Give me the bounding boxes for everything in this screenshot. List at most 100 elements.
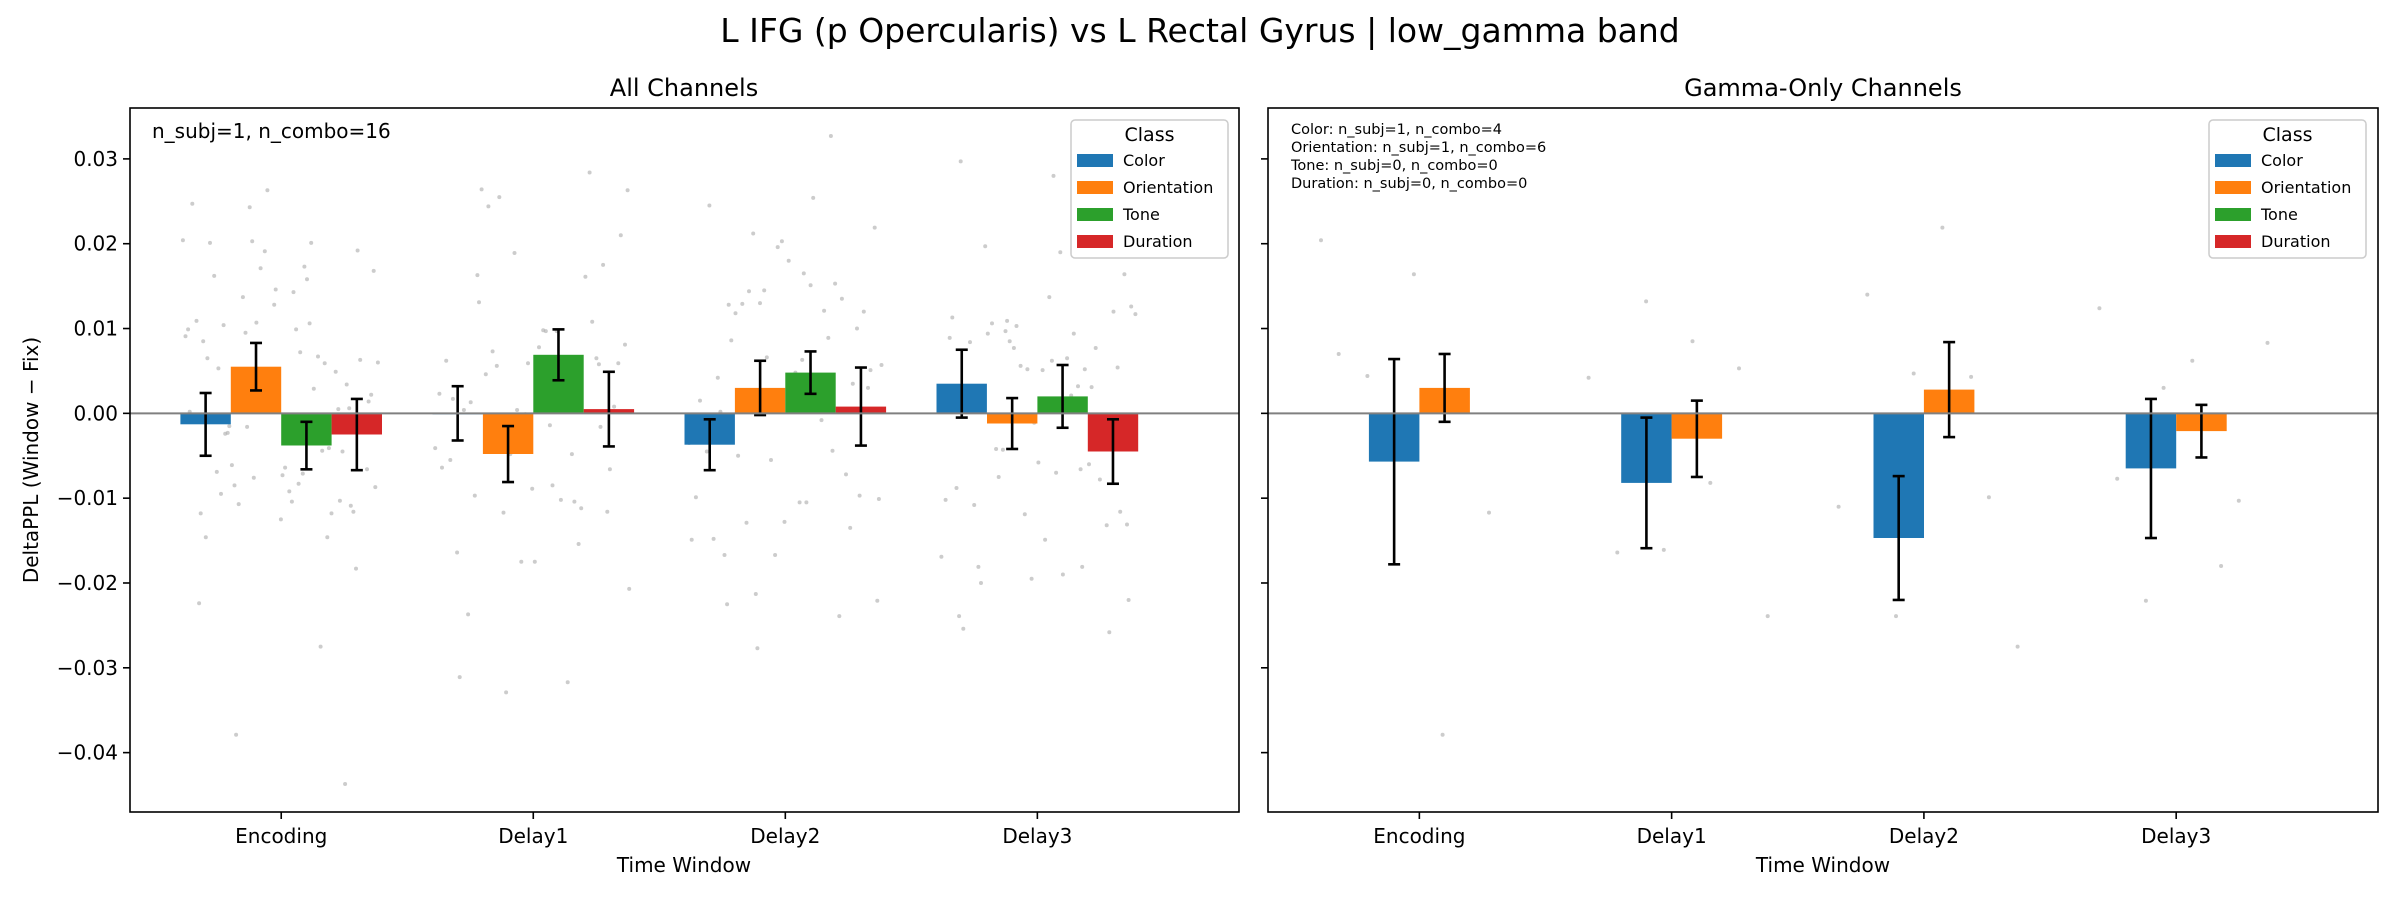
scatter-point — [822, 308, 827, 313]
scatter-point — [320, 448, 325, 453]
left-x-axis-label: Time Window — [616, 853, 751, 877]
scatter-point — [479, 187, 484, 192]
scatter-point — [839, 296, 844, 301]
scatter-point — [1319, 238, 1323, 243]
scatter-point — [180, 238, 185, 243]
scatter-point — [618, 233, 623, 238]
y-tick-label: 0.01 — [73, 317, 118, 341]
scatter-point — [976, 564, 981, 569]
scatter-point — [753, 592, 758, 596]
scatter-point — [227, 424, 232, 429]
legend: Class Color Orientation Tone Duration — [2208, 119, 2367, 259]
scatter-point — [300, 471, 305, 476]
legend-swatch-color — [1077, 154, 1113, 167]
legend-swatch-duration — [1077, 235, 1113, 248]
scatter-point — [457, 675, 462, 680]
scatter-point — [607, 467, 612, 472]
scatter-point — [475, 273, 480, 278]
scatter-point — [530, 486, 535, 491]
scatter-point — [1894, 614, 1898, 619]
scatter-point — [236, 502, 241, 507]
scatter-point — [725, 602, 730, 607]
scatter-point — [212, 273, 217, 278]
scatter-point — [1865, 292, 1870, 297]
scatter-point — [373, 485, 378, 490]
scatter-point — [1029, 576, 1034, 581]
scatter-point — [764, 355, 769, 360]
scatter-point — [497, 195, 502, 200]
scatter-point — [762, 288, 767, 293]
scatter-point — [598, 424, 603, 429]
scatter-point — [722, 553, 727, 557]
scatter-point — [1940, 225, 1945, 230]
scatter-point — [337, 498, 342, 503]
scatter-point — [1118, 509, 1123, 514]
annotation-line: Tone: n_subj=0, n_combo=0 — [1290, 158, 1498, 174]
scatter-point — [857, 493, 862, 498]
scatter-point — [875, 598, 880, 603]
scatter-point — [1022, 512, 1027, 517]
scatter-point — [1047, 295, 1052, 300]
annotation-line: Duration: n_subj=0, n_combo=0 — [1291, 176, 1527, 192]
scatter-point — [1003, 329, 1008, 334]
scatter-point — [333, 369, 338, 374]
scatter-point — [444, 358, 449, 363]
legend-label-duration: Duration — [1123, 232, 1193, 251]
scatter-point — [872, 225, 877, 230]
scatter-point — [979, 581, 983, 585]
scatter-point — [219, 491, 223, 496]
scatter-point — [245, 424, 250, 429]
error-bar-tone-delay2 — [804, 350, 817, 396]
error-bar-orientation-delay1 — [1690, 399, 1703, 479]
scatter-point — [1065, 356, 1070, 361]
scatter-point — [990, 321, 994, 326]
scatter-point — [943, 497, 948, 502]
scatter-point — [819, 418, 824, 423]
scatter-point — [828, 134, 833, 138]
error-bar-orientation-encoding — [1438, 352, 1451, 424]
scatter-point — [483, 372, 488, 377]
scatter-point — [2097, 306, 2102, 311]
scatter-point — [957, 614, 962, 619]
scatter-point — [751, 231, 756, 236]
right-x-axis-label: Time Window — [1755, 853, 1890, 877]
right-panel-title: Gamma-Only Channels — [1684, 74, 1962, 102]
scatter-point — [250, 239, 255, 244]
scatter-point — [879, 363, 884, 367]
scatter-point — [801, 271, 806, 276]
scatter-point — [868, 368, 873, 373]
scatter-point — [501, 510, 506, 515]
scatter-point — [736, 453, 741, 458]
scatter-point — [958, 159, 963, 164]
scatter-point — [833, 281, 838, 286]
scatter-point — [1043, 537, 1048, 542]
figure-title: L IFG (p Opercularis) vs L Rectal Gyrus … — [720, 11, 1680, 50]
scatter-point — [1911, 371, 1916, 376]
legend-label-tone: Tone — [1122, 205, 1160, 224]
scatter-point — [1014, 324, 1019, 328]
scatter-point — [225, 430, 230, 435]
scatter-point — [258, 266, 263, 271]
scatter-point — [203, 535, 208, 540]
scatter-point — [287, 489, 292, 494]
scatter-point — [197, 601, 202, 606]
right-panel-plot: Encoding Delay1 Delay2 Delay3 Color: n_subj=… — [1261, 107, 2379, 848]
scatter-point — [1036, 460, 1041, 465]
scatter-point — [294, 327, 299, 332]
annotation-line: Orientation: n_subj=1, n_combo=6 — [1291, 140, 1546, 156]
scatter-point — [1080, 564, 1085, 569]
scatter-point — [1025, 367, 1030, 372]
scatter-point — [2190, 358, 2195, 363]
scatter-point — [336, 407, 341, 412]
scatter-point — [366, 399, 371, 404]
scatter-point — [782, 519, 787, 524]
error-bar-tone-delay1 — [552, 328, 565, 382]
scatter-point — [186, 327, 191, 332]
legend-swatch-orientation — [1077, 181, 1113, 194]
scatter-point — [221, 323, 226, 328]
scatter-point — [2143, 598, 2148, 603]
scatter-point — [234, 732, 239, 737]
scatter-point — [579, 506, 584, 511]
scatter-point — [2265, 340, 2270, 345]
scatter-point — [358, 357, 363, 362]
